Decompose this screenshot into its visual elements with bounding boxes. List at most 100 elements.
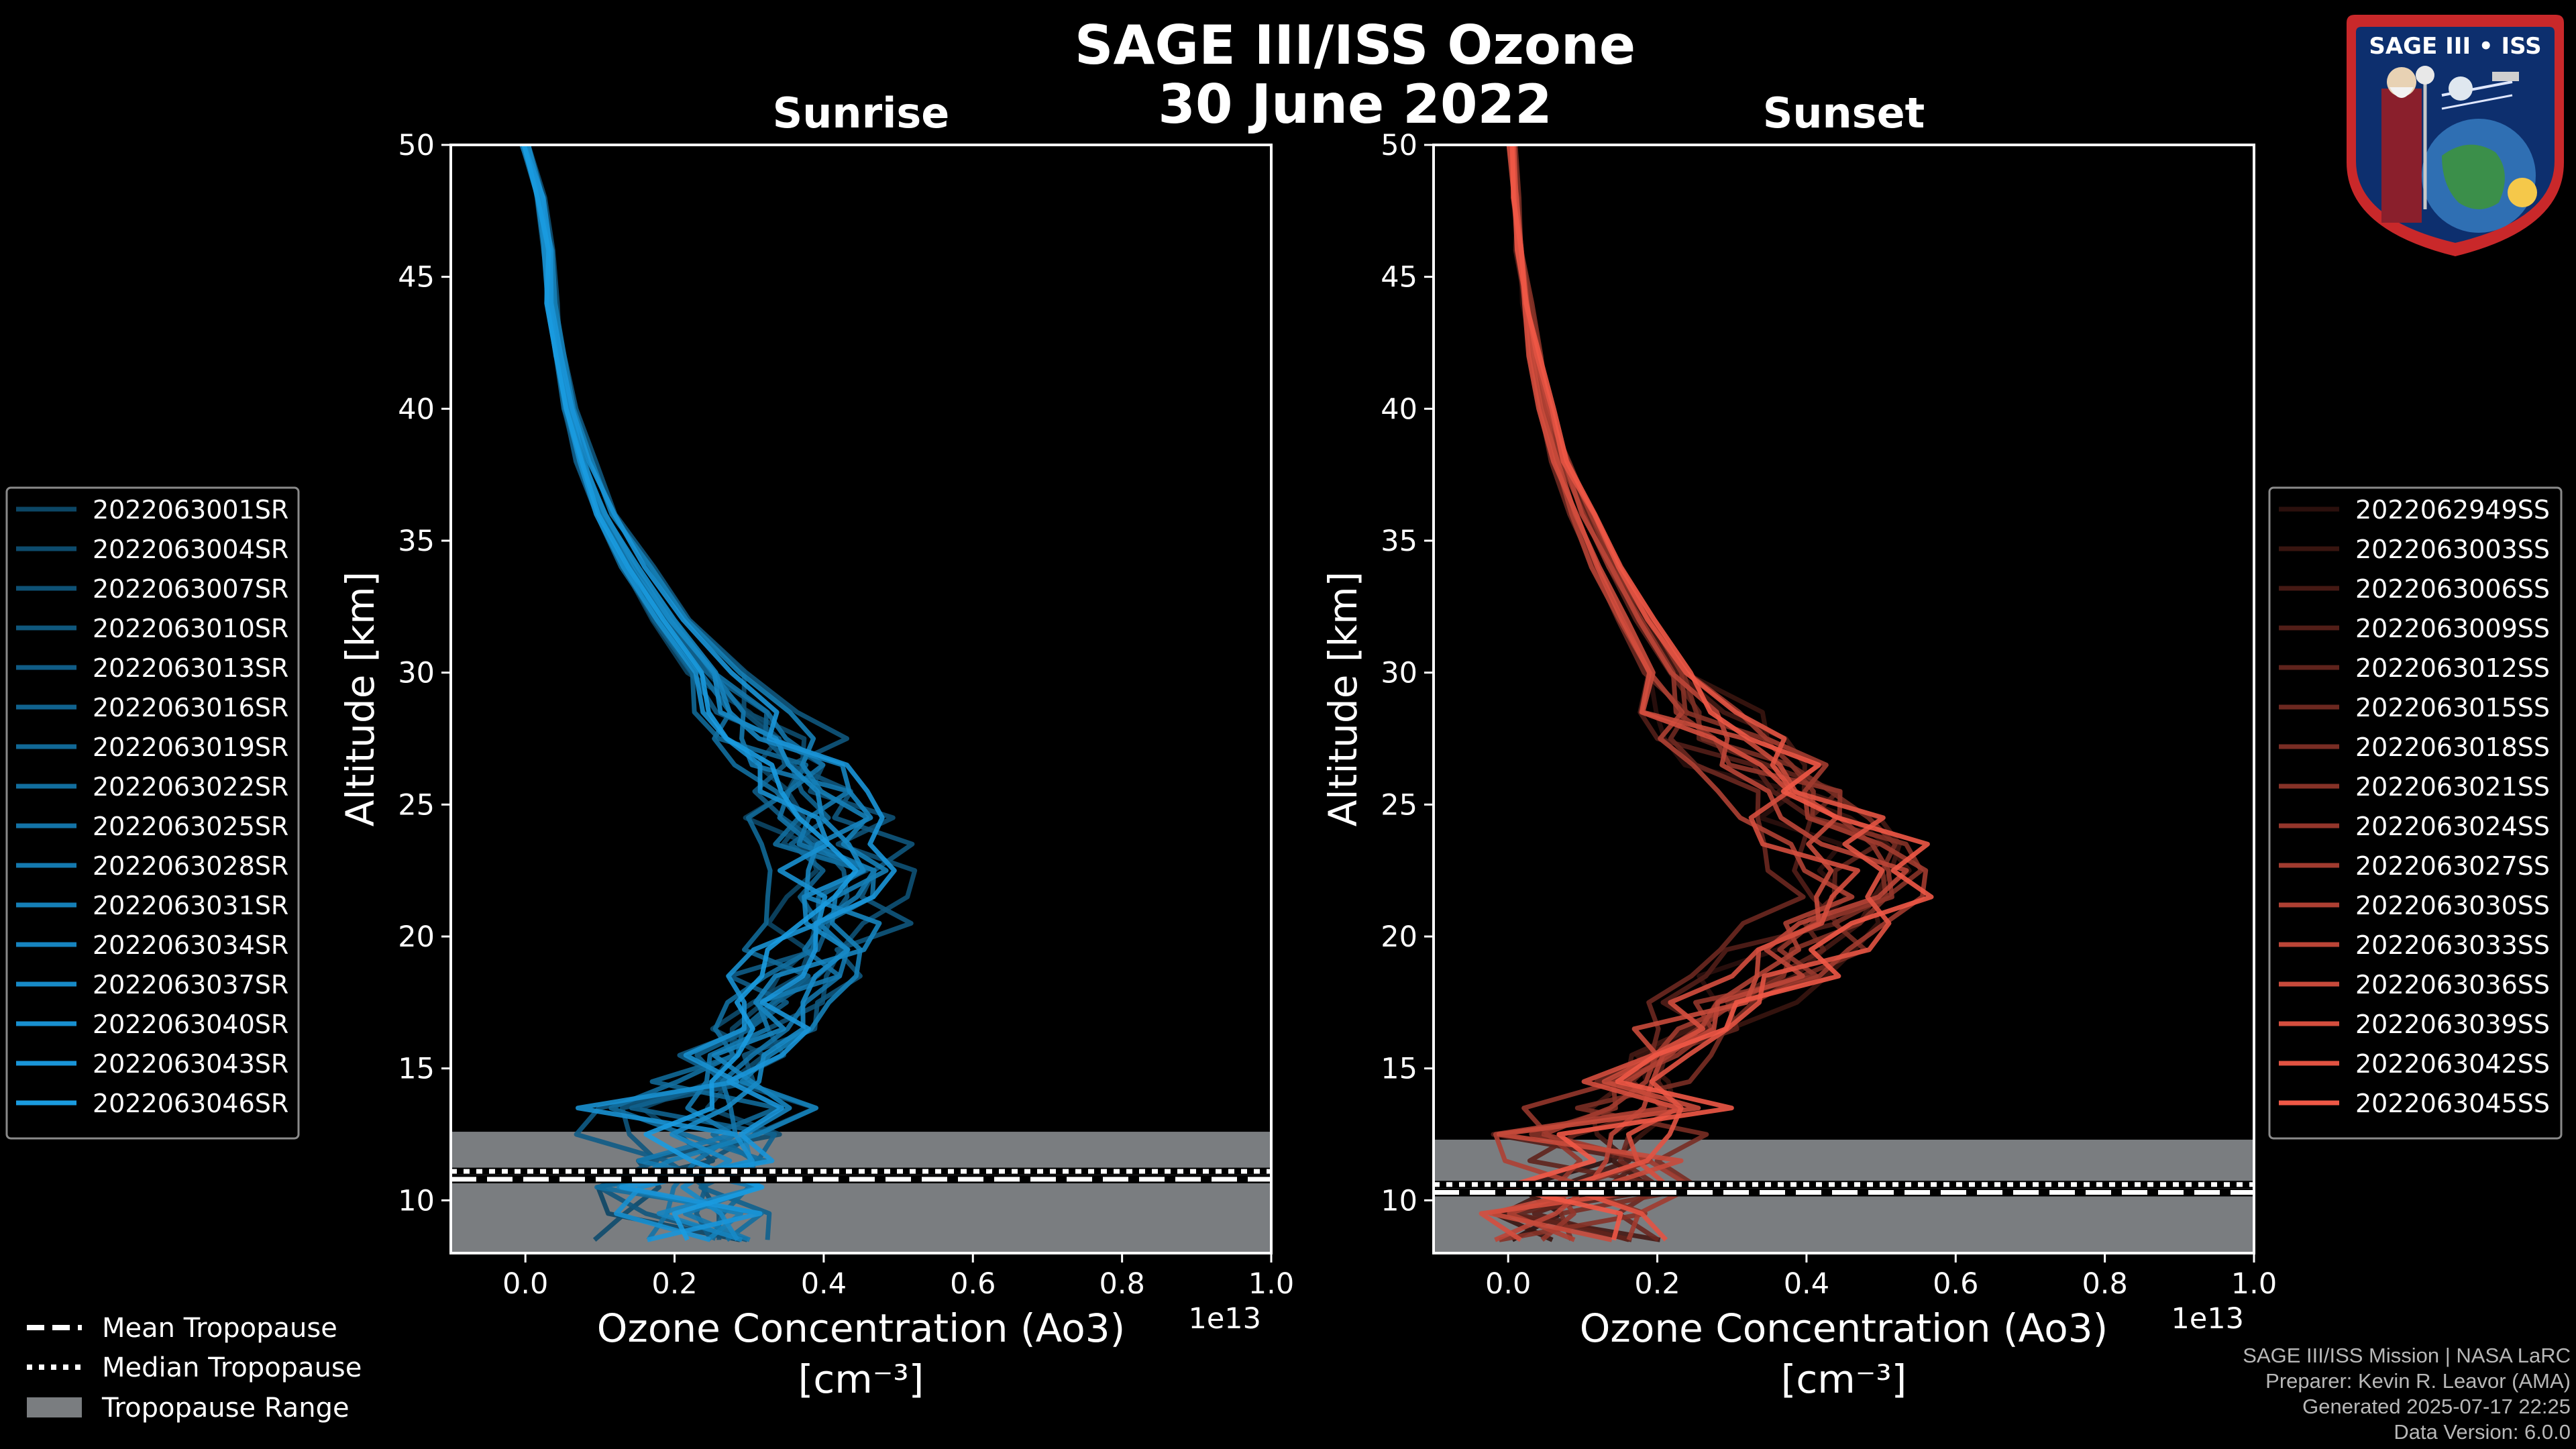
legend-entry: 2022063018SS [2355, 733, 2550, 762]
legend-entry: 2022063007SR [93, 574, 288, 604]
footer-line-1: SAGE III/ISS Mission | NASA LaRC [2243, 1344, 2571, 1367]
profile-2022063018SS [1513, 145, 1898, 1241]
legend-entry: 2022062949SS [2355, 495, 2550, 525]
legend-entry: 2022063039SS [2355, 1010, 2550, 1039]
legend-box [2268, 486, 2563, 1140]
panel-title: Sunrise [773, 89, 950, 138]
sage-mission-logo: SAGE III • ISS [2347, 15, 2564, 256]
legend-entry: 2022063021SS [2355, 772, 2550, 802]
panel-sunrise: 10 15 20 25 30 35 40 45 50 0.0 0.2 0.4 0.6 0.8 1.01e13… [5, 89, 1294, 1402]
legend-entry: 2022063024SS [2355, 812, 2550, 841]
x-tick-label: 0.6 [950, 1267, 996, 1301]
x-axis-label: Ozone Concentration (Ao3) [597, 1305, 1126, 1351]
profile-2022063004SR [523, 145, 869, 1242]
legend-entry: 2022063019SR [93, 733, 288, 762]
y-axis-label: Altitude [km] [337, 572, 383, 826]
legend-entry: 2022063015SS [2355, 693, 2550, 722]
x-tick-label: 0.2 [1634, 1267, 1680, 1301]
x-tick-label: 0.2 [651, 1267, 697, 1301]
legend-entry: 2022063046SR [93, 1089, 288, 1118]
x-tick-label: 0.0 [502, 1267, 548, 1301]
logo-title: SAGE III • ISS [2369, 33, 2541, 60]
panel-sunset: 10 15 20 25 30 35 40 45 50 0.0 0.2 0.4 0.6 0.8 1.01e13… [1320, 89, 2563, 1402]
legend-sunset: 2022062949SS 2022063003SS 2022063006SS 2022… [2268, 486, 2563, 1140]
legend-entry: 2022063001SR [93, 495, 288, 525]
profile-2022063043SR [521, 145, 897, 1242]
y-tick-label: 15 [1381, 1053, 1417, 1086]
legend-entry: 2022063022SR [93, 772, 288, 802]
legend-entry: 2022063030SS [2355, 891, 2550, 920]
x-tick-label: 0.4 [801, 1267, 847, 1301]
legend-entry: 2022063016SR [93, 693, 288, 722]
x-tick-label: 1.0 [1248, 1267, 1294, 1301]
y-tick-label: 10 [398, 1184, 435, 1218]
legend-entry: 2022063037SR [93, 970, 288, 1000]
tropopause-legend: Mean Tropopause Median Tropopause Tropopau… [27, 1313, 362, 1424]
profile-lines [519, 145, 918, 1242]
tropopause-range-swatch [27, 1397, 82, 1417]
x-tick-label: 0.0 [1485, 1267, 1531, 1301]
x-tick-label: 1.0 [2231, 1267, 2277, 1301]
y-tick-label: 35 [398, 525, 435, 558]
y-axis-label: Altitude [km] [1320, 572, 1366, 826]
y-tick-label: 40 [1381, 392, 1417, 426]
legend-entry: 2022063010SR [93, 614, 288, 643]
profile-lines [1479, 145, 1934, 1242]
mean-tropopause-label: Mean Tropopause [102, 1313, 337, 1344]
panel-title: Sunset [1763, 89, 1925, 138]
legend-entry: 2022063043SR [93, 1049, 288, 1079]
legend-sunrise: 2022063001SR 2022063004SR 2022063007SR 2022… [5, 486, 300, 1140]
legend-entry: 2022063003SS [2355, 535, 2550, 564]
legend-entry: 2022063040SR [93, 1010, 288, 1039]
y-tick-label: 25 [398, 788, 435, 822]
profile-2022062949SS [1509, 145, 1850, 1242]
profile-2022063039SS [1479, 145, 1860, 1242]
profile-2022063036SS [1488, 145, 1839, 1242]
legend-entry: 2022063033SS [2355, 930, 2550, 960]
legend-entry: 2022063036SS [2355, 970, 2550, 1000]
title-line-1: SAGE III/ISS Ozone [1074, 14, 1636, 76]
legend-entry: 2022063006SS [2355, 574, 2550, 604]
x-offset-label: 1e13 [2171, 1302, 2244, 1336]
y-tick-label: 30 [398, 657, 435, 690]
x-axis-units: [cm⁻³] [798, 1356, 924, 1402]
footer-credits: SAGE III/ISS Mission | NASA LaRC Prepare… [2243, 1343, 2571, 1445]
plot-frame [1432, 144, 2255, 1254]
legend-box [5, 486, 300, 1140]
y-tick-label: 10 [1381, 1184, 1417, 1218]
legend-entry: 2022063004SR [93, 535, 288, 564]
y-tick-label: 25 [1381, 788, 1417, 822]
legend-entry: 2022063034SR [93, 930, 288, 960]
footer-line-4: Data Version: 6.0.0 [2394, 1420, 2571, 1444]
y-tick-label: 20 [398, 920, 435, 954]
x-offset-label: 1e13 [1188, 1302, 1261, 1336]
y-tick-label: 45 [1381, 261, 1417, 294]
legend-entry: 2022063009SS [2355, 614, 2550, 643]
profile-2022063046SR [521, 145, 859, 1241]
x-axis-units: [cm⁻³] [1781, 1356, 1907, 1402]
legend-entry: 2022063027SS [2355, 851, 2550, 881]
legend-entry: 2022063025SR [93, 812, 288, 841]
legend-entry: 2022063045SS [2355, 1089, 2550, 1118]
footer-line-2: Preparer: Kevin R. Leavor (AMA) [2265, 1369, 2571, 1393]
legend-entry: 2022063013SR [93, 653, 288, 683]
legend-entry: 2022063031SR [93, 891, 288, 920]
y-tick-label: 45 [398, 261, 435, 294]
x-tick-label: 0.8 [2082, 1267, 2127, 1301]
legend-entry: 2022063012SS [2355, 653, 2550, 683]
y-tick-label: 40 [398, 392, 435, 426]
title-line-2: 30 June 2022 [1158, 73, 1552, 136]
y-tick-label: 50 [1381, 129, 1417, 162]
x-axis-label: Ozone Concentration (Ao3) [1580, 1305, 2108, 1351]
y-tick-label: 20 [1381, 920, 1417, 954]
y-tick-label: 15 [398, 1053, 435, 1086]
figure-title: SAGE III/ISS Ozone 30 June 2022 [671, 16, 2039, 134]
plot-frame [449, 144, 1273, 1254]
x-tick-label: 0.6 [1933, 1267, 1978, 1301]
legend-entry: 2022063042SS [2355, 1049, 2550, 1079]
profile-2022063045SS [1503, 145, 1934, 1241]
x-tick-label: 0.8 [1099, 1267, 1144, 1301]
legend-entry: 2022063028SR [93, 851, 288, 881]
tropopause-range-label: Tropopause Range [101, 1393, 350, 1424]
